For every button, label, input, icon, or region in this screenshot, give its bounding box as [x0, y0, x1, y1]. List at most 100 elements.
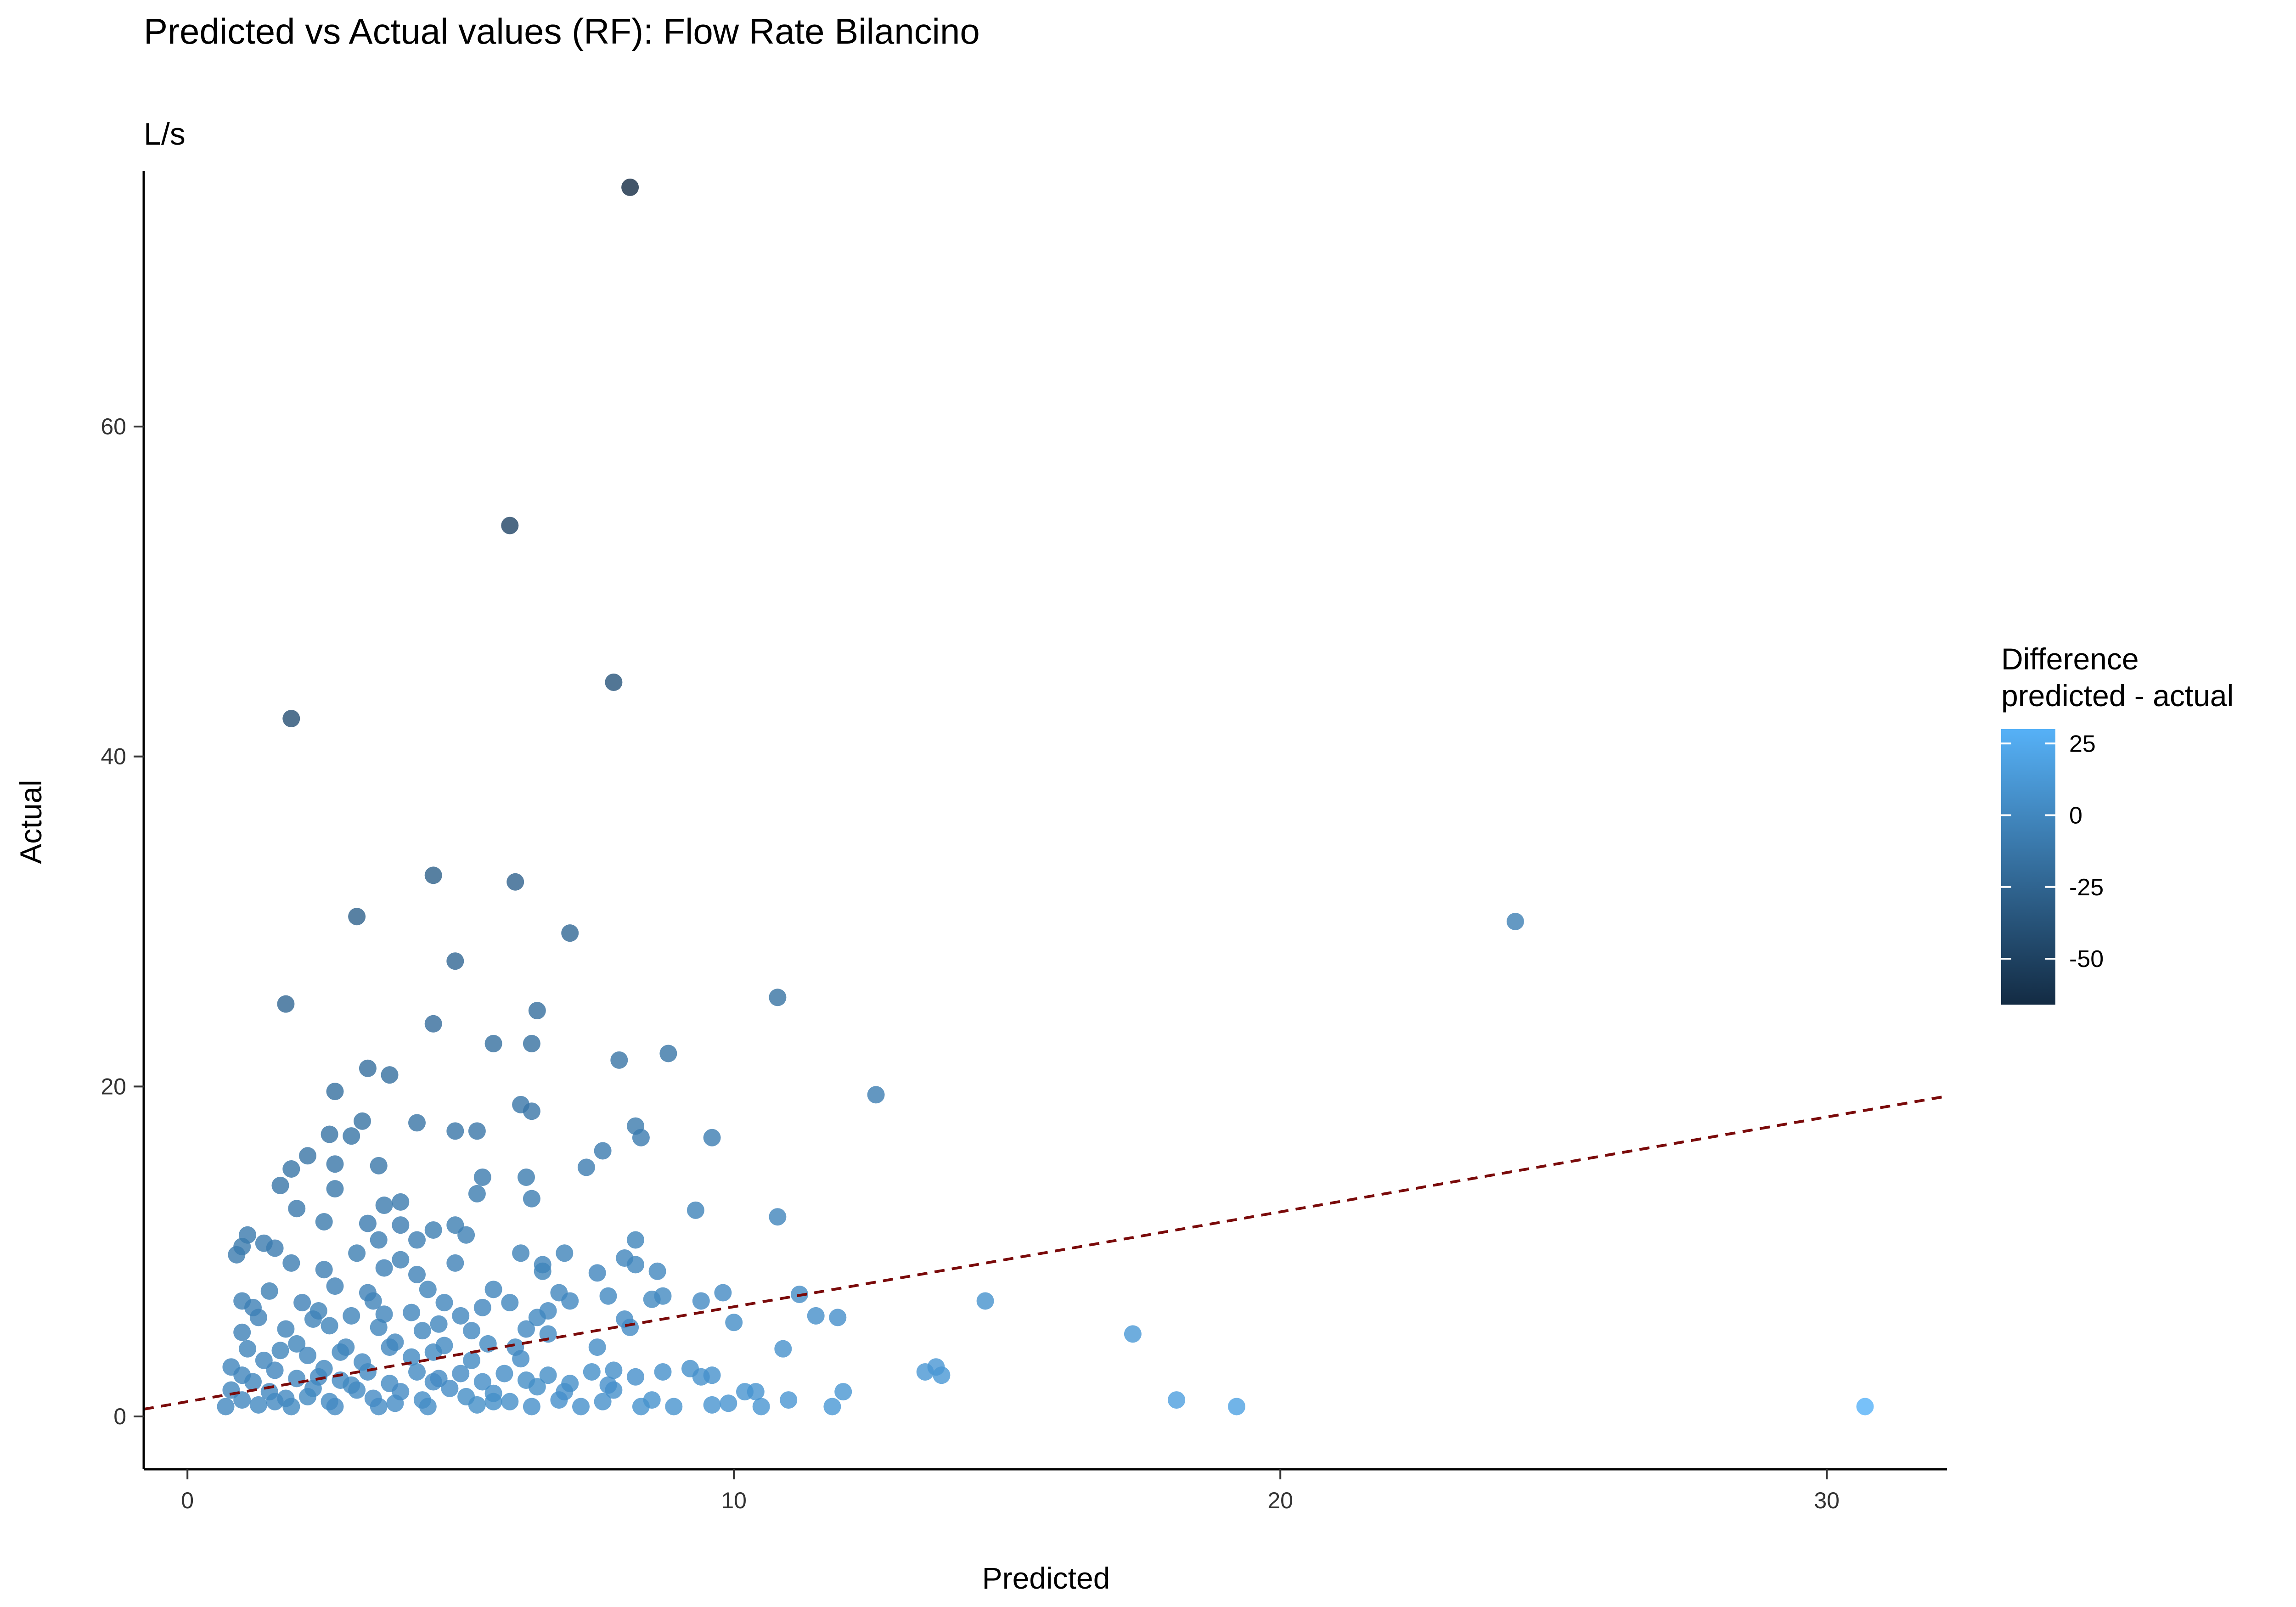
data-point-179: [1168, 1391, 1186, 1409]
data-point-146: [933, 1366, 951, 1384]
data-point-56: [370, 1231, 388, 1249]
data-point-75: [534, 1262, 551, 1280]
reference-line-layer: [143, 1095, 1947, 1411]
data-point-176: [550, 1391, 568, 1409]
data-point-51: [392, 1216, 410, 1234]
chart-title: Predicted vs Actual values (RF): Flow Ra…: [144, 11, 980, 51]
data-point-62: [266, 1239, 284, 1257]
data-point-55: [457, 1226, 475, 1244]
data-point-207: [506, 1338, 524, 1356]
data-point-215: [299, 1388, 316, 1405]
data-point-183: [326, 1398, 344, 1416]
data-point-92: [364, 1292, 382, 1310]
x-ticks: 0 10 20 30: [181, 1469, 1840, 1513]
data-point-88: [714, 1284, 732, 1302]
data-point-115: [621, 1318, 639, 1336]
data-point-110: [370, 1318, 388, 1336]
data-point-193: [823, 1398, 841, 1416]
data-point-53: [424, 1221, 442, 1239]
data-point-67: [282, 1254, 300, 1272]
data-point-185: [419, 1398, 437, 1416]
data-point-47: [687, 1201, 704, 1219]
data-point-1: [501, 517, 519, 534]
data-point-3: [605, 673, 623, 691]
data-point-145: [916, 1363, 934, 1381]
data-point-169: [233, 1391, 251, 1409]
data-point-35: [577, 1158, 595, 1176]
data-point-91: [293, 1294, 311, 1312]
data-point-186: [468, 1396, 486, 1414]
data-point-82: [484, 1281, 502, 1298]
data-point-9: [277, 995, 295, 1013]
data-point-104: [725, 1314, 743, 1332]
color-legend: Difference predicted - actual 25 0 -25 -50: [2001, 642, 2234, 1005]
data-point-49: [315, 1213, 333, 1231]
data-point-31: [703, 1129, 721, 1146]
data-point-180: [217, 1398, 235, 1416]
data-point-14: [523, 1034, 540, 1052]
data-point-116: [1124, 1325, 1142, 1343]
data-point-7: [561, 924, 579, 942]
data-point-123: [588, 1338, 606, 1356]
data-point-212: [528, 1378, 546, 1396]
data-point-111: [413, 1322, 431, 1340]
data-point-76: [588, 1264, 606, 1282]
data-point-155: [627, 1368, 644, 1386]
data-point-96: [643, 1290, 661, 1308]
data-point-196: [1506, 912, 1524, 930]
data-point-17: [359, 1059, 377, 1077]
data-point-10: [769, 989, 787, 1006]
data-point-202: [539, 1302, 557, 1320]
data-point-178: [780, 1391, 798, 1409]
legend-colorbar: [2001, 729, 2055, 1005]
data-point-101: [452, 1307, 470, 1325]
x-tick-label: 10: [721, 1488, 747, 1513]
data-point-43: [523, 1190, 540, 1208]
data-point-6: [348, 908, 366, 926]
legend-tick-label: 25: [2069, 730, 2096, 757]
legend-ticks: 25 0 -25 -50: [2001, 730, 2104, 972]
data-point-48: [769, 1208, 787, 1226]
y-tick-label: 60: [101, 414, 126, 439]
data-point-200: [430, 1315, 448, 1333]
data-point-142: [654, 1363, 672, 1381]
data-point-191: [703, 1396, 721, 1414]
x-tick-label: 20: [1267, 1488, 1293, 1513]
data-point-23: [354, 1112, 371, 1130]
data-point-168: [834, 1383, 852, 1401]
data-point-106: [829, 1309, 847, 1326]
data-point-206: [424, 1343, 442, 1361]
data-point-113: [518, 1320, 535, 1338]
data-point-18: [381, 1066, 399, 1084]
data-point-33: [299, 1147, 316, 1165]
data-point-140: [583, 1363, 601, 1381]
data-point-13: [484, 1034, 502, 1052]
data-point-181: [249, 1396, 267, 1414]
data-point-11: [528, 1002, 546, 1020]
data-point-105: [807, 1307, 825, 1325]
data-point-50: [359, 1214, 377, 1232]
data-point-167: [747, 1383, 765, 1401]
data-point-65: [556, 1244, 574, 1262]
y-tick-label: 0: [113, 1404, 126, 1429]
data-point-70: [627, 1256, 644, 1274]
data-point-72: [375, 1259, 393, 1277]
data-point-16: [610, 1051, 628, 1069]
legend-tick-label: -50: [2069, 946, 2104, 972]
data-point-44: [392, 1193, 410, 1211]
data-point-12: [424, 1015, 442, 1033]
data-point-95: [561, 1292, 579, 1310]
data-point-77: [648, 1262, 666, 1280]
data-point-42: [468, 1185, 486, 1202]
data-point-141: [605, 1361, 623, 1379]
data-point-189: [632, 1398, 650, 1416]
data-point-68: [446, 1254, 464, 1272]
data-point-214: [266, 1393, 284, 1410]
data-point-57: [408, 1231, 426, 1249]
legend-tick-label: 0: [2069, 803, 2082, 829]
data-point-37: [282, 1160, 300, 1178]
data-point-114: [539, 1325, 557, 1343]
legend-tick-label: -25: [2069, 874, 2104, 901]
points-layer: [217, 178, 1874, 1416]
